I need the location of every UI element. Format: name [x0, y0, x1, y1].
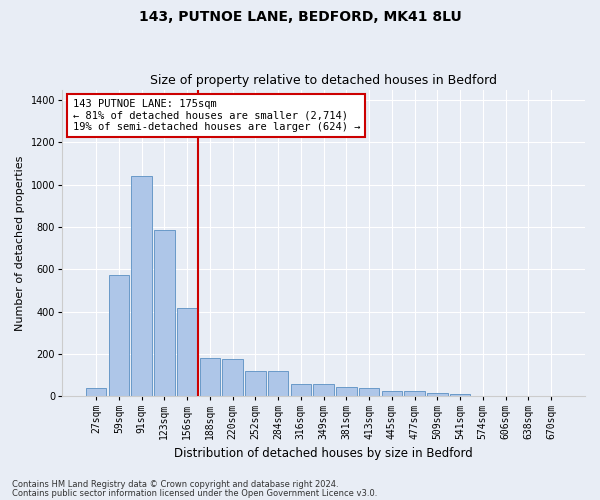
Text: 143 PUTNOE LANE: 175sqm
← 81% of detached houses are smaller (2,714)
19% of semi: 143 PUTNOE LANE: 175sqm ← 81% of detache… [73, 99, 360, 132]
Text: Contains HM Land Registry data © Crown copyright and database right 2024.: Contains HM Land Registry data © Crown c… [12, 480, 338, 489]
Bar [290, 384, 311, 396]
Bar [177, 308, 197, 396]
Bar [359, 388, 379, 396]
Title: Size of property relative to detached houses in Bedford: Size of property relative to detached ho… [150, 74, 497, 87]
Bar [154, 230, 175, 396]
Bar [131, 176, 152, 396]
Text: Contains public sector information licensed under the Open Government Licence v3: Contains public sector information licen… [12, 488, 377, 498]
Bar [245, 371, 266, 396]
Bar [427, 394, 448, 396]
Bar [404, 391, 425, 396]
Y-axis label: Number of detached properties: Number of detached properties [15, 156, 25, 330]
Bar [109, 275, 129, 396]
Bar [200, 358, 220, 397]
Bar [450, 394, 470, 396]
Bar [223, 360, 243, 397]
Text: 143, PUTNOE LANE, BEDFORD, MK41 8LU: 143, PUTNOE LANE, BEDFORD, MK41 8LU [139, 10, 461, 24]
Bar [313, 384, 334, 396]
Bar [86, 388, 106, 396]
Bar [382, 391, 402, 396]
X-axis label: Distribution of detached houses by size in Bedford: Distribution of detached houses by size … [174, 447, 473, 460]
Bar [336, 387, 356, 396]
Bar [268, 371, 289, 396]
